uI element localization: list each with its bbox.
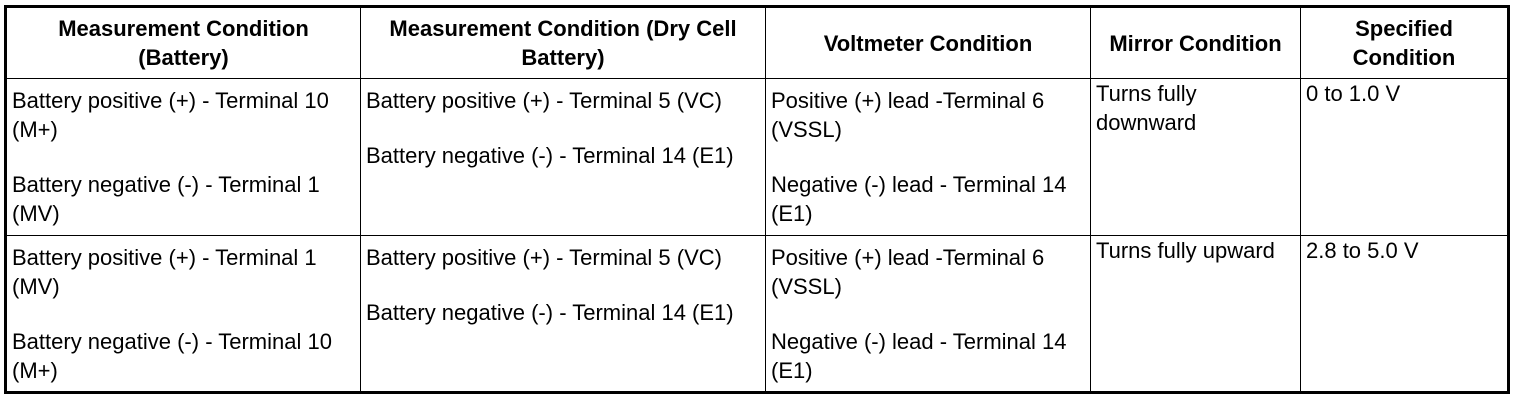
cell-voltmeter: Positive (+) lead -Terminal 6 (VSSL) Neg… <box>765 235 1091 393</box>
dry-cell-positive-connection: Battery positive (+) - Terminal 5 (VC) <box>366 88 722 113</box>
header-mirror-condition: Mirror Condition <box>1090 6 1301 79</box>
battery-negative-connection: Battery negative (-) - Terminal 1 (MV) <box>12 172 320 226</box>
cell-mirror-condition: Turns fully downward <box>1090 78 1301 236</box>
cell-mirror-condition: Turns fully upward <box>1090 235 1301 393</box>
header-row: Measurement Condition (Battery) Measurem… <box>5 6 1509 79</box>
cell-dry-cell: Battery positive (+) - Terminal 5 (VC) B… <box>360 78 766 236</box>
voltmeter-negative-lead: Negative (-) lead - Terminal 14 (E1) <box>771 172 1067 226</box>
table-header: Measurement Condition (Battery) Measurem… <box>5 6 1509 79</box>
cell-voltmeter: Positive (+) lead -Terminal 6 (VSSL) Neg… <box>765 78 1091 236</box>
voltmeter-positive-lead: Positive (+) lead -Terminal 6 (VSSL) <box>771 245 1045 299</box>
cell-specified-condition: 2.8 to 5.0 V <box>1300 235 1509 393</box>
specification-table: Measurement Condition (Battery) Measurem… <box>4 5 1510 394</box>
dry-cell-negative-connection: Battery negative (-) - Terminal 14 (E1) <box>366 143 734 168</box>
dry-cell-positive-connection: Battery positive (+) - Terminal 5 (VC) <box>366 245 722 270</box>
voltmeter-positive-lead: Positive (+) lead -Terminal 6 (VSSL) <box>771 88 1045 142</box>
table-row: Battery positive (+) - Terminal 10 (M+) … <box>5 78 1509 236</box>
cell-dry-cell: Battery positive (+) - Terminal 5 (VC) B… <box>360 235 766 393</box>
battery-positive-connection: Battery positive (+) - Terminal 1 (MV) <box>12 245 317 299</box>
table-row: Battery positive (+) - Terminal 1 (MV) B… <box>5 235 1509 393</box>
header-specified-condition: Specified Condition <box>1300 6 1509 79</box>
cell-battery: Battery positive (+) - Terminal 10 (M+) … <box>5 78 361 236</box>
header-measurement-battery: Measurement Condition (Battery) <box>5 6 361 79</box>
battery-positive-connection: Battery positive (+) - Terminal 10 (M+) <box>12 88 329 142</box>
dry-cell-negative-connection: Battery negative (-) - Terminal 14 (E1) <box>366 300 734 325</box>
voltmeter-negative-lead: Negative (-) lead - Terminal 14 (E1) <box>771 329 1067 383</box>
table-body: Battery positive (+) - Terminal 10 (M+) … <box>5 78 1509 393</box>
header-measurement-dry-cell: Measurement Condition (Dry Cell Battery) <box>360 6 766 79</box>
battery-negative-connection: Battery negative (-) - Terminal 10 (M+) <box>12 329 332 383</box>
header-voltmeter-condition: Voltmeter Condition <box>765 6 1091 79</box>
cell-specified-condition: 0 to 1.0 V <box>1300 78 1509 236</box>
cell-battery: Battery positive (+) - Terminal 1 (MV) B… <box>5 235 361 393</box>
